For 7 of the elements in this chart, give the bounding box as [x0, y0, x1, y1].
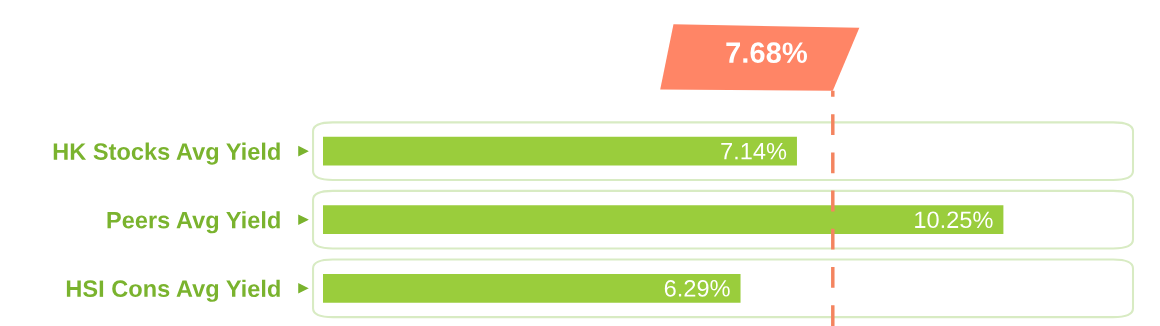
data-label: 7.14%: [721, 142, 787, 160]
ref-line-label: 7.68%: [726, 42, 808, 63]
data-label: 6.29%: [664, 279, 730, 297]
y-tick-label: HSI Cons Avg Yield: [66, 279, 280, 302]
y-tick-label: Peers Avg Yield: [107, 211, 280, 234]
y-tick-label: HK Stocks Avg Yield: [53, 142, 280, 165]
data-label: 10.25%: [915, 211, 993, 229]
